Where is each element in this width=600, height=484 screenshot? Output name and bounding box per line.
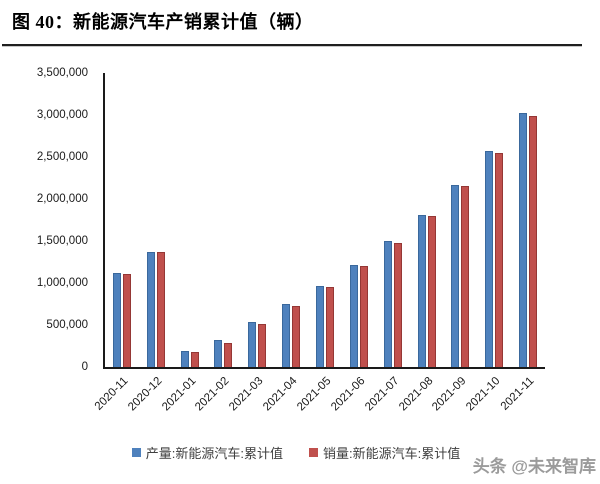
legend-item-sales: 销量:新能源汽车:累计值 — [309, 443, 460, 462]
bar-production-2021-02 — [214, 340, 223, 367]
legend-item-production: 产量:新能源汽车:累计值 — [131, 443, 283, 462]
y-axis-tick-label: 3,500,000 — [36, 67, 88, 79]
bar-sales-2021-10 — [495, 153, 504, 367]
y-axis-tick-label: 1,000,000 — [36, 277, 88, 289]
bar-production-2021-10 — [485, 151, 494, 367]
bar-sales-2021-06 — [359, 265, 368, 367]
figure-title: 图 40：新能源汽车产销累计值（辆） — [12, 12, 314, 32]
plot-area — [103, 73, 545, 369]
bar-production-2021-03 — [248, 322, 257, 367]
bar-sales-2021-04 — [292, 305, 301, 367]
x-axis-tick-label: 2021-09 — [430, 375, 469, 414]
bar-sales-2021-01 — [190, 351, 199, 367]
x-axis-tick-label: 2021-08 — [396, 375, 436, 414]
y-axis-tick-label: 500,000 — [46, 319, 88, 331]
bar-production-2021-05 — [316, 285, 324, 367]
legend-label-sales: 销量:新能源汽车:累计值 — [323, 446, 461, 461]
bar-production-2021-04 — [282, 304, 291, 367]
x-axis-tick-label: 2021-01 — [159, 375, 199, 414]
title-divider — [2, 44, 582, 46]
x-axis-tick-label: 2020-11 — [92, 375, 131, 413]
bar-production-2021-09 — [451, 185, 460, 367]
bar-production-2021-08 — [417, 214, 426, 367]
bar-sales-2021-05 — [326, 287, 334, 367]
bar-production-2021-01 — [180, 350, 189, 367]
bar-sales-2020-11 — [122, 273, 131, 367]
x-axis-tick-label: 2021-06 — [328, 375, 368, 414]
bar-sales-2021-07 — [393, 242, 402, 367]
bar-sales-2020-12 — [156, 252, 165, 367]
watermark: 头条 @未来智库 — [472, 457, 596, 476]
y-axis-tick-label: 2,500,000 — [36, 151, 88, 163]
x-axis-tick-label: 2021-03 — [227, 375, 266, 414]
y-axis-tick-label: 0 — [81, 361, 88, 373]
legend-swatch-production — [131, 448, 141, 457]
bar-sales-2021-11 — [529, 115, 538, 367]
x-axis-tick-label: 2021-05 — [295, 375, 334, 414]
bar-sales-2021-02 — [224, 342, 233, 367]
bar-sales-2021-09 — [461, 185, 470, 367]
y-axis-tick-label: 2,000,000 — [36, 193, 88, 205]
legend-swatch-sales — [309, 448, 318, 457]
bar-sales-2021-03 — [258, 323, 267, 367]
x-axis-tick-label: 2021-07 — [362, 375, 402, 414]
x-axis-tick-label: 2021-10 — [464, 375, 503, 414]
x-axis-tick-label: 2021-11 — [498, 375, 537, 413]
y-axis-tick-label: 1,500,000 — [36, 235, 88, 247]
bar-sales-2021-08 — [427, 215, 436, 367]
legend-label-production: 产量:新能源汽车:累计值 — [145, 446, 283, 461]
x-axis-tick-label: 2021-02 — [193, 375, 232, 414]
bar-production-2020-11 — [112, 273, 121, 367]
y-axis-tick-label: 3,000,000 — [36, 109, 88, 121]
x-axis-tick-label: 2020-12 — [125, 375, 165, 414]
chart-legend: 产量:新能源汽车:累计值 销量:新能源汽车:累计值 — [0, 443, 592, 462]
x-axis-tick-label: 2021-04 — [261, 375, 300, 414]
bar-production-2021-07 — [383, 240, 392, 367]
bar-production-2021-11 — [519, 113, 528, 367]
bar-production-2020-12 — [146, 252, 155, 367]
bar-production-2021-06 — [349, 264, 358, 367]
